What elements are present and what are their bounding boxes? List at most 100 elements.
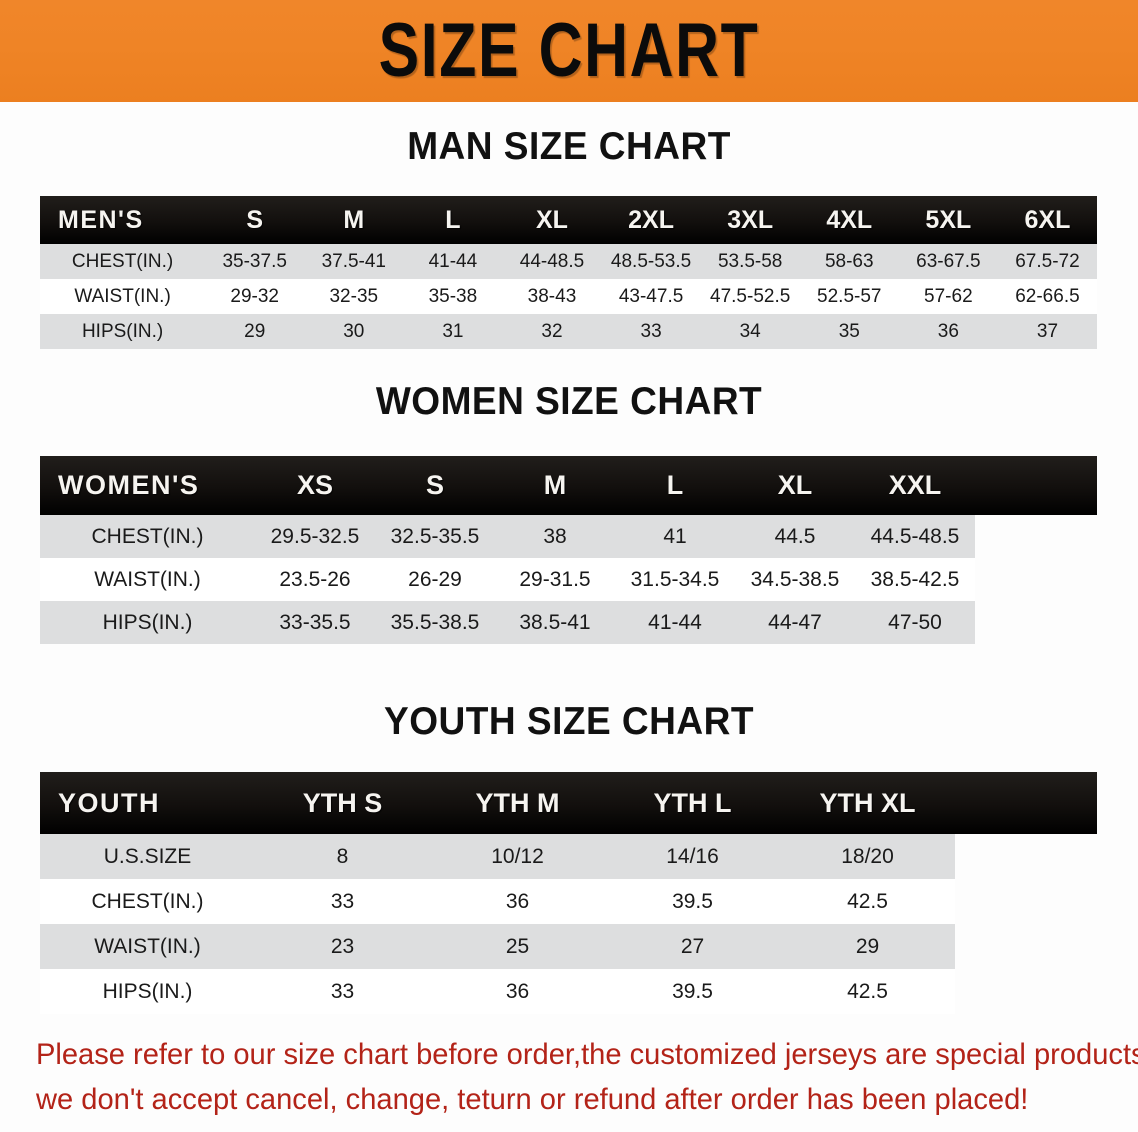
women-cell: 32.5-35.5 [390,524,480,548]
men-cell: 29-32 [230,285,279,307]
table-row: WAIST(IN.) 23 25 27 29 [40,924,1097,969]
men-cell: 36 [937,320,959,342]
women-column-header-6: XXL [888,470,942,500]
men-cell: 44-48.5 [519,250,585,272]
youth-cell: 23 [330,934,355,958]
women-row-label: HIPS(IN.) [102,610,193,634]
youth-row-spacer [955,879,1097,924]
men-cell: 30 [343,320,365,342]
women-cell: 44.5 [774,524,816,548]
table-row: U.S.SIZE 8 10/12 14/16 18/20 [40,834,1097,879]
youth-cell: 25 [505,934,530,958]
men-header-row: MEN'S S M L XL 2XL 3XL 4XL 5XL 6XL [40,196,1097,244]
women-cell: 34.5-38.5 [750,567,840,591]
men-cell: 38-43 [527,285,577,307]
men-cell: 63-67.5 [916,250,981,272]
women-cell: 44-47 [768,610,822,634]
youth-cell: 29 [855,934,880,958]
page-banner: SIZE CHART [0,0,1138,102]
women-column-header-1: XS [296,470,334,500]
men-cell: 41-44 [428,250,478,272]
men-cell: 53.5-58 [717,250,783,272]
youth-cell: 33 [330,979,355,1003]
women-cell: 41-44 [648,610,702,634]
table-row: WAIST(IN.) 23.5-26 26-29 29-31.5 31.5-34.5 34… [40,558,1097,601]
women-table-head: WOMEN'S XS S M L XL XXL [40,456,1097,515]
men-cell: 35-37.5 [222,250,287,272]
men-cell: 34 [739,320,761,342]
women-column-header-3: M [543,470,567,500]
women-row-spacer [975,558,1097,601]
youth-column-header-4: YTH XL [819,787,916,818]
women-cell: 26-29 [408,567,462,591]
women-cell: 29.5-32.5 [270,524,360,548]
youth-header-spacer [955,772,1097,834]
women-cell: 35.5-38.5 [390,610,480,634]
youth-cell: 42.5 [847,979,888,1003]
women-row-spacer [975,515,1097,558]
women-row-label: WAIST(IN.) [94,567,201,591]
men-cell: 58-63 [824,250,874,272]
youth-column-header-1: YTH S [302,787,383,818]
women-corner-label: WOMEN'S [58,470,200,500]
youth-cell: 39.5 [672,889,713,913]
table-row: WAIST(IN.) 29-32 32-35 35-38 38-43 43-47.5 47.… [40,279,1097,314]
youth-cell: 33 [330,889,355,913]
youth-row-label: U.S.SIZE [103,844,192,868]
women-size-table: WOMEN'S XS S M L XL XXL CHEST(IN.) 29.5-32.5 32.… [40,456,1097,644]
youth-row-label: WAIST(IN.) [94,934,201,958]
youth-row-label: HIPS(IN.) [102,979,193,1003]
men-column-header-6: 3XL [727,205,774,234]
table-row: HIPS(IN.) 33 36 39.5 42.5 [40,969,1097,1014]
men-row-label: CHEST(IN.) [71,250,174,272]
men-column-header-1: S [246,205,264,234]
men-cell: 37.5-41 [321,250,387,272]
women-cell: 31.5-34.5 [630,567,720,591]
youth-cell: 10/12 [491,844,544,868]
women-cell: 47-50 [888,610,942,634]
women-cell: 29-31.5 [519,567,591,591]
disclaimer-line-2: we don't accept cancel, change, teturn o… [36,1083,1029,1116]
men-cell: 29 [244,320,266,342]
men-row-label: WAIST(IN.) [74,285,171,307]
women-cell: 38 [543,524,567,548]
men-cell: 37 [1036,320,1059,342]
women-cell: 33-35.5 [279,610,351,634]
women-cell: 44.5-48.5 [870,524,960,548]
men-cell: 62-66.5 [1015,285,1080,307]
men-column-header-5: 2XL [628,205,674,234]
youth-table-body: U.S.SIZE 8 10/12 14/16 18/20 CHEST(IN.) 33 36 39… [40,834,1097,1014]
women-cell: 23.5-26 [279,567,351,591]
women-cell: 41 [663,524,687,548]
youth-table-head: YOUTH YTH S YTH M YTH L YTH XL [40,772,1097,834]
table-row: HIPS(IN.) 33-35.5 35.5-38.5 38.5-41 41-44 44-… [40,601,1097,644]
men-cell: 31 [442,320,464,342]
men-cell: 52.5-57 [817,285,882,307]
table-row: HIPS(IN.) 29 30 31 32 33 34 35 36 37 [40,314,1097,349]
table-row: CHEST(IN.) 35-37.5 37.5-41 41-44 44-48.5 48.5… [40,244,1097,279]
women-column-header-5: XL [777,470,813,500]
youth-corner-label: YOUTH [58,787,160,818]
men-cell: 47.5-52.5 [710,285,791,307]
men-column-header-9: 6XL [1024,205,1071,234]
women-header-row: WOMEN'S XS S M L XL XXL [40,456,1097,515]
women-row-spacer [975,601,1097,644]
women-row-label: CHEST(IN.) [91,524,204,548]
men-cell: 43-47.5 [618,285,684,307]
men-column-header-2: M [343,205,365,234]
youth-cell: 39.5 [672,979,713,1003]
men-row-label: HIPS(IN.) [81,320,164,342]
women-column-header-2: S [425,470,444,500]
men-table-head: MEN'S S M L XL 2XL 3XL 4XL 5XL 6XL [40,196,1097,244]
youth-cell: 14/16 [666,844,719,868]
men-cell: 35 [838,320,860,342]
men-column-header-3: L [445,205,461,234]
youth-header-row: YOUTH YTH S YTH M YTH L YTH XL [40,772,1097,834]
women-cell: 38.5-42.5 [870,567,960,591]
men-cell: 32 [541,320,563,342]
youth-size-table: YOUTH YTH S YTH M YTH L YTH XL U.S.SIZE 8 10/1… [40,772,1097,1014]
youth-cell: 36 [505,979,530,1003]
men-cell: 33 [640,320,662,342]
men-column-header-8: 5XL [925,205,972,234]
